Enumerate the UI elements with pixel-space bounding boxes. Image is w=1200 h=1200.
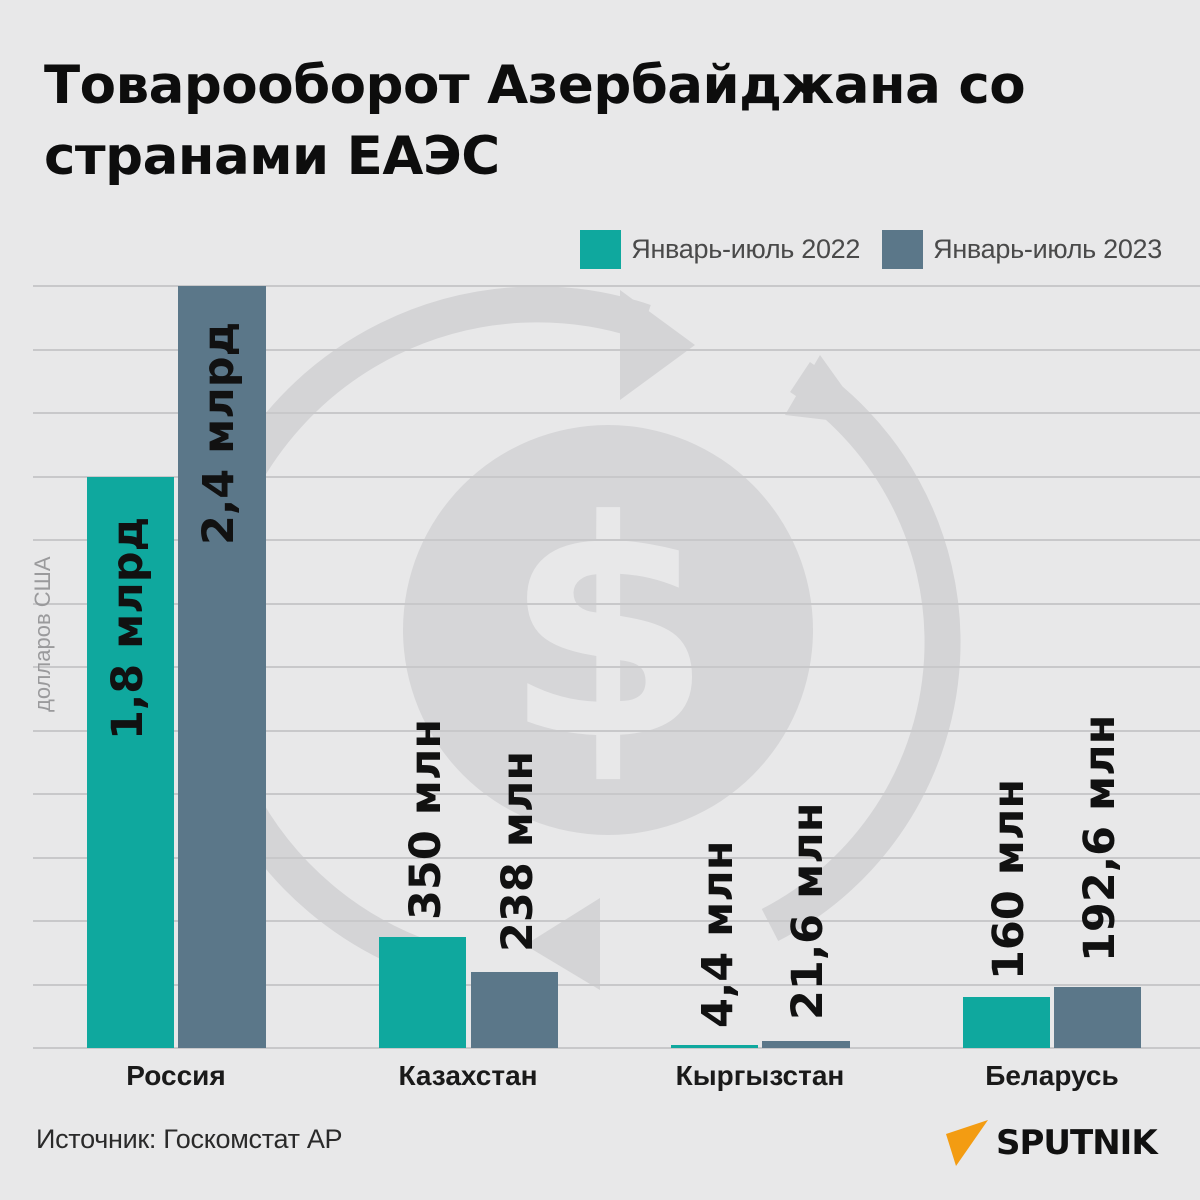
- bar-russia-2023: [178, 286, 266, 1048]
- bar-russia-2022: [87, 477, 174, 1048]
- gridline: [33, 349, 1200, 351]
- category-label-kazakhstan: Казахстан: [398, 1060, 538, 1091]
- value-label-belarus-2022: 160 млн: [984, 778, 1034, 980]
- gridline: [33, 984, 1200, 986]
- legend: Январь-июль 2022 Январь-июль 2023: [558, 230, 1162, 269]
- category-label-kyrgyzstan: Кыргызстан: [675, 1060, 845, 1091]
- legend-label-2022: Январь-июль 2022: [631, 234, 861, 264]
- value-label-russia-2022: 1,8 млрд: [103, 516, 153, 740]
- source-note: Источник: Госкомстат АР: [36, 1124, 343, 1154]
- legend-swatch-2022: [580, 230, 622, 269]
- legend-swatch-2023: [882, 230, 924, 269]
- gridline: [33, 793, 1200, 795]
- bar-kazakhstan-2023: [471, 972, 558, 1048]
- gridline: [33, 857, 1200, 859]
- gridline-baseline: [33, 1047, 1200, 1049]
- gridline: [33, 730, 1200, 732]
- chart-title: Товарооборот Азербайджана со странами ЕА…: [44, 55, 1026, 187]
- legend-label-2023: Январь-июль 2023: [933, 234, 1162, 264]
- category-label-russia: Россия: [126, 1060, 226, 1091]
- value-label-kyrgyzstan-2022: 4,4 млн: [693, 840, 743, 1029]
- gridline: [33, 539, 1200, 541]
- bar-kyrgyzstan-2023: [762, 1041, 850, 1048]
- value-label-kazakhstan-2023: 238 млн: [493, 750, 543, 952]
- bar-belarus-2022: [963, 997, 1050, 1048]
- gridline: [33, 920, 1200, 922]
- bar-kazakhstan-2022: [379, 937, 466, 1048]
- legend-item-2022: Январь-июль 2022: [580, 230, 860, 269]
- gridline: [33, 603, 1200, 605]
- bar-belarus-2023: [1054, 987, 1141, 1048]
- gridline: [33, 412, 1200, 414]
- sputnik-wing-icon: [946, 1120, 988, 1166]
- gridline: [33, 666, 1200, 668]
- bar-kyrgyzstan-2022: [671, 1045, 758, 1048]
- category-label-belarus: Беларусь: [985, 1060, 1119, 1091]
- value-label-belarus-2023: 192,6 млн: [1075, 714, 1125, 962]
- gridline: [33, 476, 1200, 478]
- value-label-kazakhstan-2022: 350 млн: [401, 718, 451, 920]
- sputnik-logo: SPUTNIK: [942, 1118, 1158, 1168]
- value-label-kyrgyzstan-2023: 21,6 млн: [783, 802, 833, 1020]
- value-label-russia-2023: 2,4 млрд: [194, 321, 244, 545]
- legend-item-2023: Январь-июль 2023: [882, 230, 1162, 269]
- gridline: [33, 285, 1200, 287]
- svg-text:$: $: [504, 457, 713, 806]
- brand-name: SPUTNIK: [996, 1123, 1158, 1163]
- y-axis-label: долларов США: [30, 556, 55, 713]
